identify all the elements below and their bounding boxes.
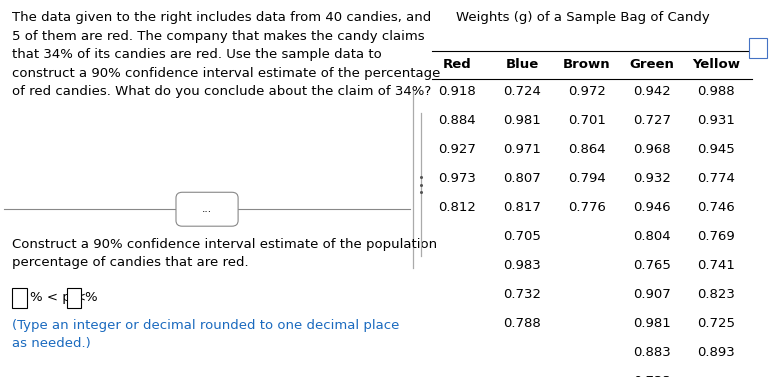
FancyBboxPatch shape xyxy=(748,38,767,58)
Text: 0.884: 0.884 xyxy=(438,114,476,127)
Text: 0.988: 0.988 xyxy=(697,85,735,98)
Text: 0.701: 0.701 xyxy=(568,114,606,127)
Text: Green: Green xyxy=(629,58,674,71)
Text: ...: ... xyxy=(202,204,212,214)
Text: 0.765: 0.765 xyxy=(632,259,670,272)
Text: 0.725: 0.725 xyxy=(697,317,735,330)
Text: Construct a 90% confidence interval estimate of the population
percentage of can: Construct a 90% confidence interval esti… xyxy=(12,238,437,269)
Text: Yellow: Yellow xyxy=(693,58,741,71)
Text: The data given to the right includes data from 40 candies, and
5 of them are red: The data given to the right includes dat… xyxy=(12,11,441,98)
Text: 0.981: 0.981 xyxy=(503,114,541,127)
Text: 0.774: 0.774 xyxy=(697,172,735,185)
Text: Weights (g) of a Sample Bag of Candy: Weights (g) of a Sample Bag of Candy xyxy=(457,11,710,24)
Text: 0.776: 0.776 xyxy=(568,201,606,214)
Text: 0.918: 0.918 xyxy=(438,85,476,98)
Text: 0.907: 0.907 xyxy=(633,288,670,301)
Text: 0.968: 0.968 xyxy=(633,143,670,156)
Text: 0.724: 0.724 xyxy=(503,85,541,98)
Text: 0.942: 0.942 xyxy=(633,85,670,98)
Text: 0.931: 0.931 xyxy=(697,114,735,127)
Text: %: % xyxy=(84,291,97,304)
FancyBboxPatch shape xyxy=(176,192,238,226)
Text: 0.981: 0.981 xyxy=(633,317,670,330)
Text: 0.823: 0.823 xyxy=(697,288,735,301)
Text: 0.732: 0.732 xyxy=(503,288,541,301)
Text: 0.769: 0.769 xyxy=(697,230,735,243)
Text: Red: Red xyxy=(443,58,471,71)
Text: 0.893: 0.893 xyxy=(697,346,735,359)
Text: 0.794: 0.794 xyxy=(568,172,606,185)
Text: 0.864: 0.864 xyxy=(568,143,606,156)
Text: (Type an integer or decimal rounded to one decimal place
as needed.): (Type an integer or decimal rounded to o… xyxy=(12,319,400,350)
Text: 0.817: 0.817 xyxy=(503,201,541,214)
Text: 0.741: 0.741 xyxy=(697,259,735,272)
Text: 0.733: 0.733 xyxy=(632,375,670,377)
FancyBboxPatch shape xyxy=(67,288,81,308)
Text: 0.727: 0.727 xyxy=(632,114,670,127)
Text: 0.971: 0.971 xyxy=(503,143,541,156)
Text: 0.883: 0.883 xyxy=(633,346,670,359)
Text: 0.972: 0.972 xyxy=(568,85,606,98)
Text: % < p <: % < p < xyxy=(30,291,87,304)
Text: Brown: Brown xyxy=(563,58,611,71)
Text: 0.746: 0.746 xyxy=(697,201,735,214)
Text: 0.804: 0.804 xyxy=(633,230,670,243)
Text: 0.983: 0.983 xyxy=(503,259,541,272)
Text: 0.927: 0.927 xyxy=(438,143,476,156)
Text: 0.807: 0.807 xyxy=(503,172,541,185)
FancyBboxPatch shape xyxy=(12,288,27,308)
Text: 0.932: 0.932 xyxy=(632,172,670,185)
Text: 0.946: 0.946 xyxy=(633,201,670,214)
Text: 0.705: 0.705 xyxy=(503,230,541,243)
Text: Blue: Blue xyxy=(505,58,539,71)
Text: 0.945: 0.945 xyxy=(697,143,735,156)
Text: 0.788: 0.788 xyxy=(503,317,541,330)
Text: 0.973: 0.973 xyxy=(438,172,476,185)
Text: 0.812: 0.812 xyxy=(438,201,476,214)
